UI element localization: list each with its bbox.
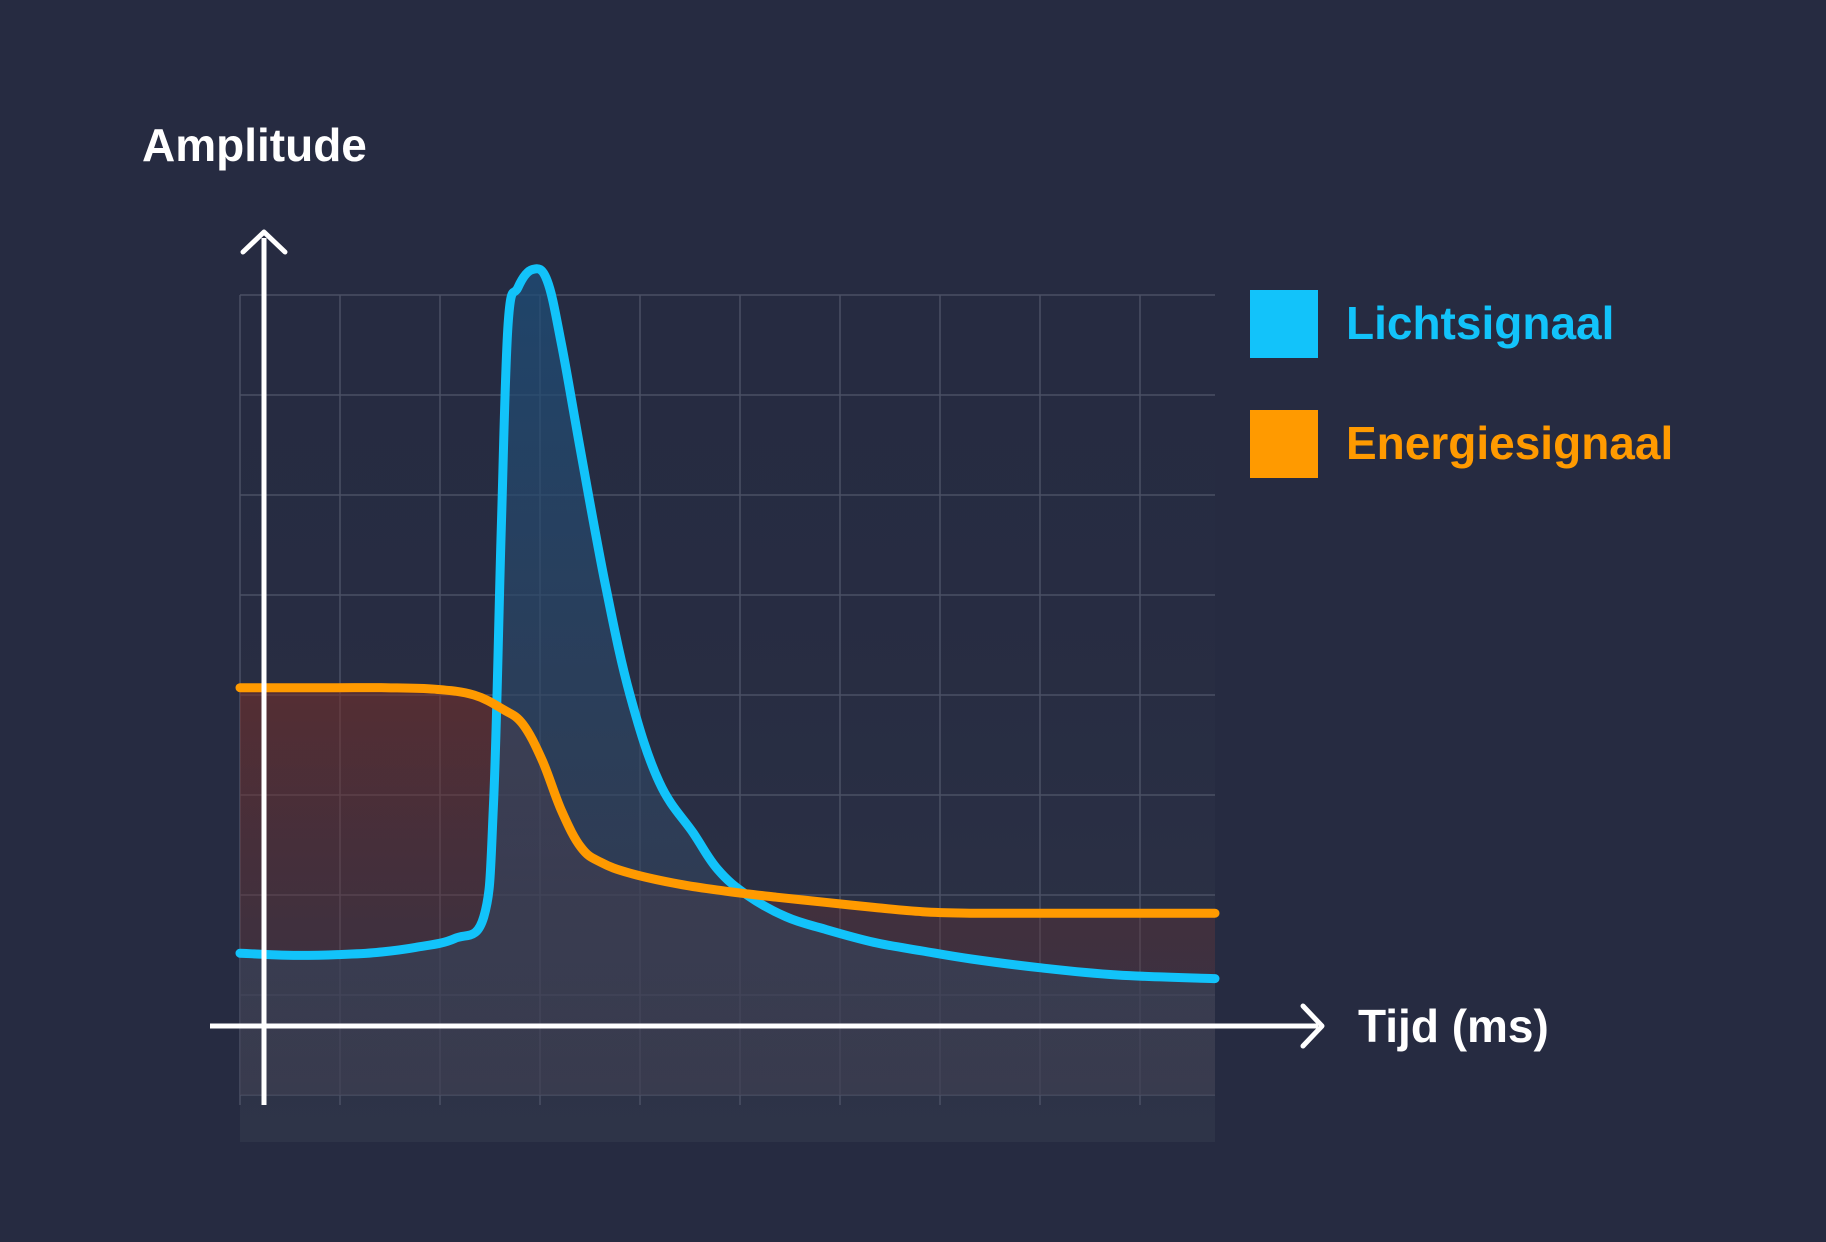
legend-label-energiesignaal: Energiesignaal	[1346, 417, 1673, 469]
y-axis-arrow-icon	[240, 229, 288, 255]
y-axis-title: Amplitude	[142, 119, 367, 171]
series-line-lichtsignaal	[235, 264, 1220, 984]
series-lines	[235, 264, 1220, 984]
legend-label-lichtsignaal: Lichtsignaal	[1346, 297, 1614, 349]
area-fill-lichtsignaal	[240, 268, 1215, 1095]
series-line-energiesignaal	[235, 683, 1220, 918]
legend-item-energiesignaal: Energiesignaal	[1250, 410, 1673, 478]
series-fills	[240, 268, 1215, 1095]
legend: Lichtsignaal Energiesignaal	[1250, 290, 1673, 478]
legend-swatch-lichtsignaal	[1250, 290, 1318, 358]
y-axis	[240, 229, 288, 1105]
x-axis	[210, 1003, 1325, 1049]
x-axis-arrow-icon	[1300, 1003, 1325, 1049]
legend-swatch-energiesignaal	[1250, 410, 1318, 478]
legend-item-lichtsignaal: Lichtsignaal	[1250, 290, 1614, 358]
x-axis-title: Tijd (ms)	[1358, 1000, 1549, 1052]
